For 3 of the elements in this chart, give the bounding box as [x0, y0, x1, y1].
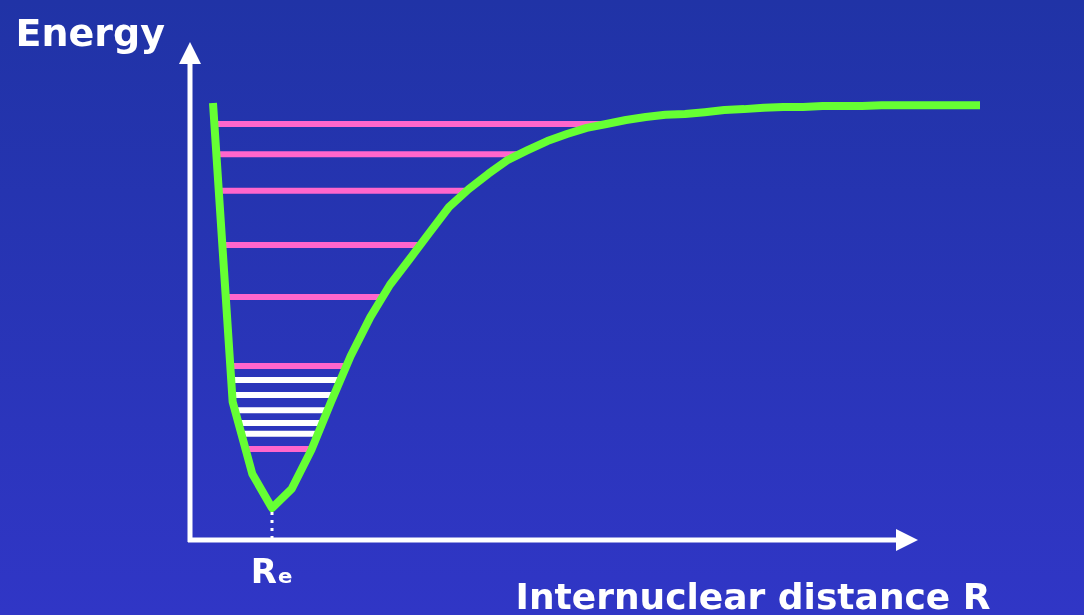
- y-axis-title: Energy: [15, 10, 166, 55]
- x-axis-title: Internuclear distance R: [515, 575, 991, 615]
- text: Rₑ: [250, 551, 294, 591]
